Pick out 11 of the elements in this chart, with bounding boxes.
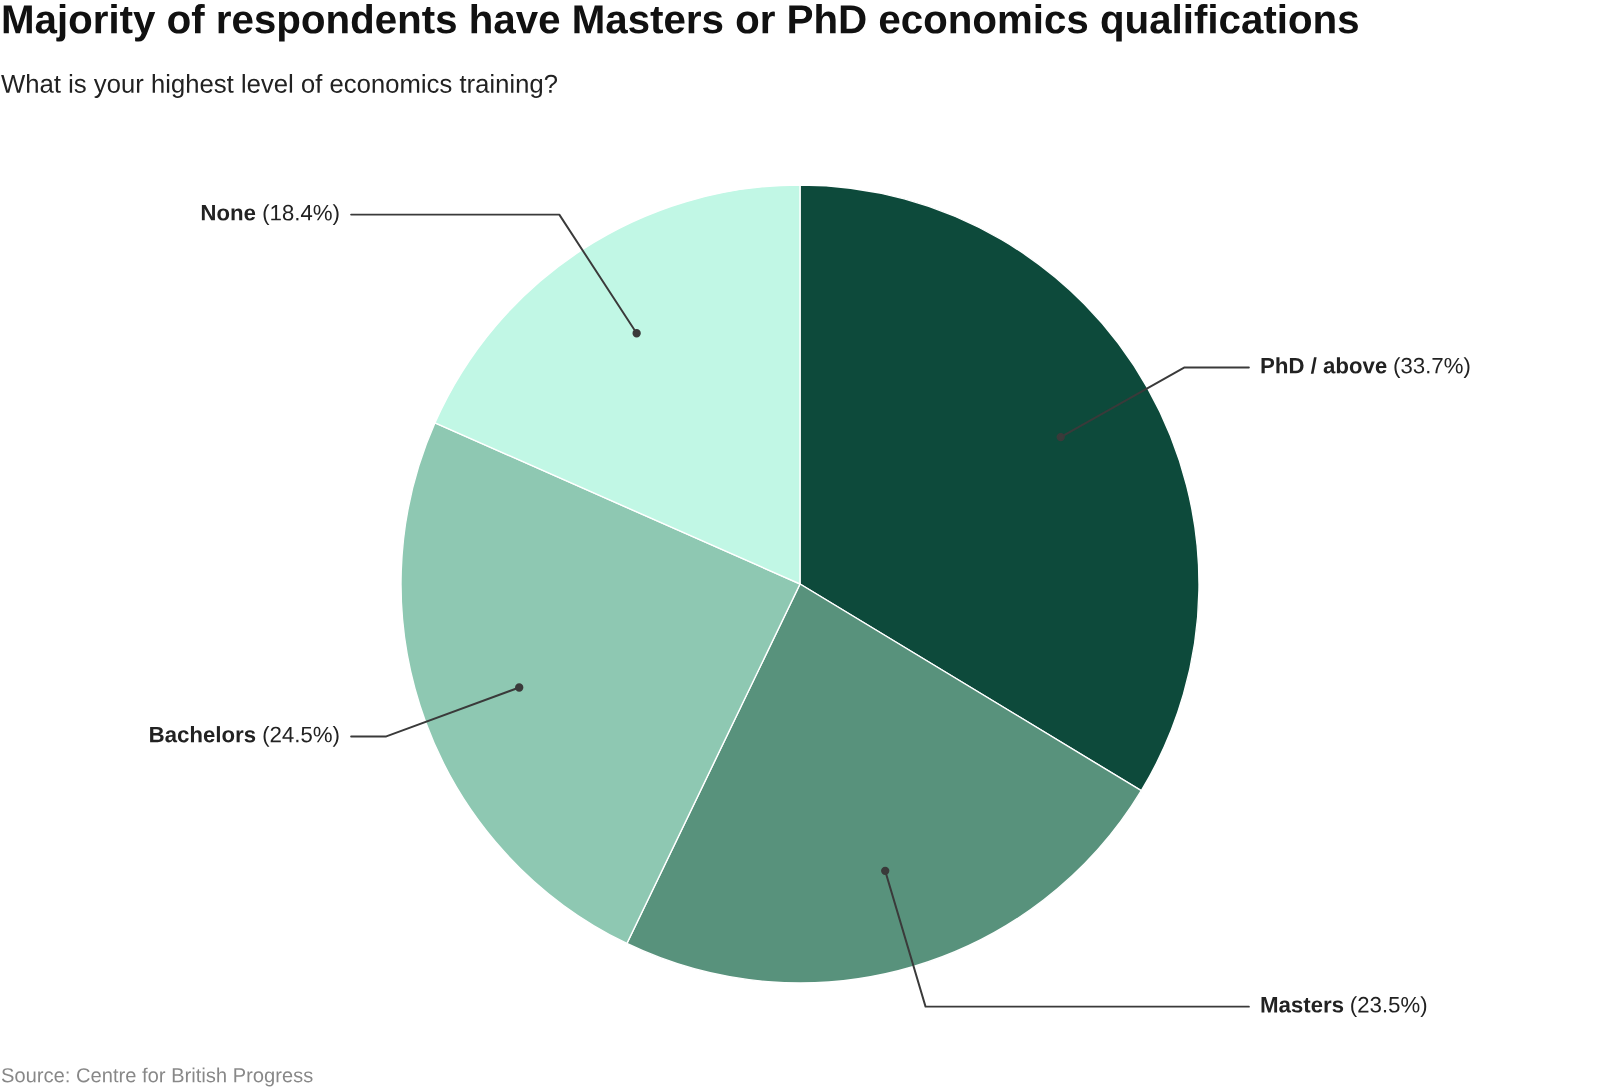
chart-subtitle: What is your highest level of economics training?: [1, 74, 558, 98]
data-label: (24.5%): [263, 726, 339, 747]
chart-title: Majority of respondents have Masters or PhD economics qualifications: [3, 4, 1358, 42]
slice-label: PhD / above: [1261, 357, 1387, 374]
data-label: (23.5%): [1351, 996, 1427, 1017]
slice-label: Masters: [1261, 997, 1344, 1013]
slice-label: Bachelors: [150, 726, 256, 743]
data-label: (18.4%): [263, 204, 339, 225]
slice-label: None: [201, 205, 256, 221]
source-note: Source: Centre for British Progress: [1, 1067, 313, 1087]
data-label: (33.7%): [1394, 357, 1470, 378]
